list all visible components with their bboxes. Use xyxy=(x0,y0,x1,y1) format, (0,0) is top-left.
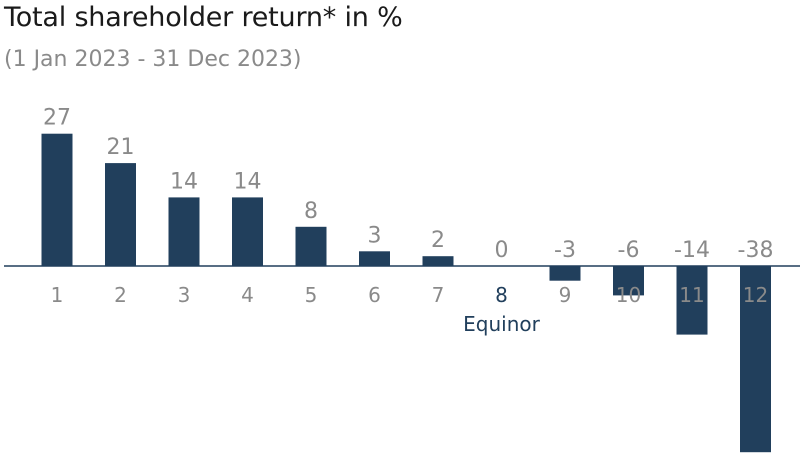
category-label-5: 5 xyxy=(305,283,318,307)
category-label-3: 3 xyxy=(178,283,191,307)
value-label-1: 27 xyxy=(43,106,71,131)
value-label-9: -3 xyxy=(554,238,576,263)
category-label-8: 8 xyxy=(495,283,508,307)
chart-subtitle: (1 Jan 2023 - 31 Dec 2023) xyxy=(4,47,302,72)
highlight-label: Equinor xyxy=(463,312,540,336)
value-label-6: 3 xyxy=(368,223,382,248)
value-label-5: 8 xyxy=(304,199,318,224)
value-label-10: -6 xyxy=(618,238,640,263)
value-label-3: 14 xyxy=(170,169,198,194)
bar-10 xyxy=(613,266,644,296)
category-label-6: 6 xyxy=(368,283,381,307)
category-label-2: 2 xyxy=(114,283,127,307)
bar-1 xyxy=(41,133,73,266)
value-label-11: -14 xyxy=(674,238,710,263)
bar-2 xyxy=(105,163,136,266)
bar-9 xyxy=(549,266,581,281)
value-label-7: 2 xyxy=(431,228,445,253)
category-label-10: 10 xyxy=(616,283,641,307)
bar-4 xyxy=(232,197,263,266)
bar-6 xyxy=(359,251,390,266)
category-label-12: 12 xyxy=(743,283,768,307)
bar-11 xyxy=(676,266,708,335)
category-label-1: 1 xyxy=(51,283,64,307)
bar-5 xyxy=(295,226,327,266)
category-label-4: 4 xyxy=(241,283,254,307)
value-label-12: -38 xyxy=(738,238,774,263)
bar-3 xyxy=(168,197,200,266)
bar-7 xyxy=(422,256,454,266)
category-label-7: 7 xyxy=(432,283,445,307)
chart-title: Total shareholder return* in % xyxy=(4,2,403,33)
bar-12 xyxy=(740,266,771,453)
value-label-8: 0 xyxy=(495,238,509,263)
category-label-11: 11 xyxy=(679,283,704,307)
category-label-9: 9 xyxy=(559,283,572,307)
value-label-2: 21 xyxy=(107,135,135,160)
value-label-4: 14 xyxy=(234,169,262,194)
